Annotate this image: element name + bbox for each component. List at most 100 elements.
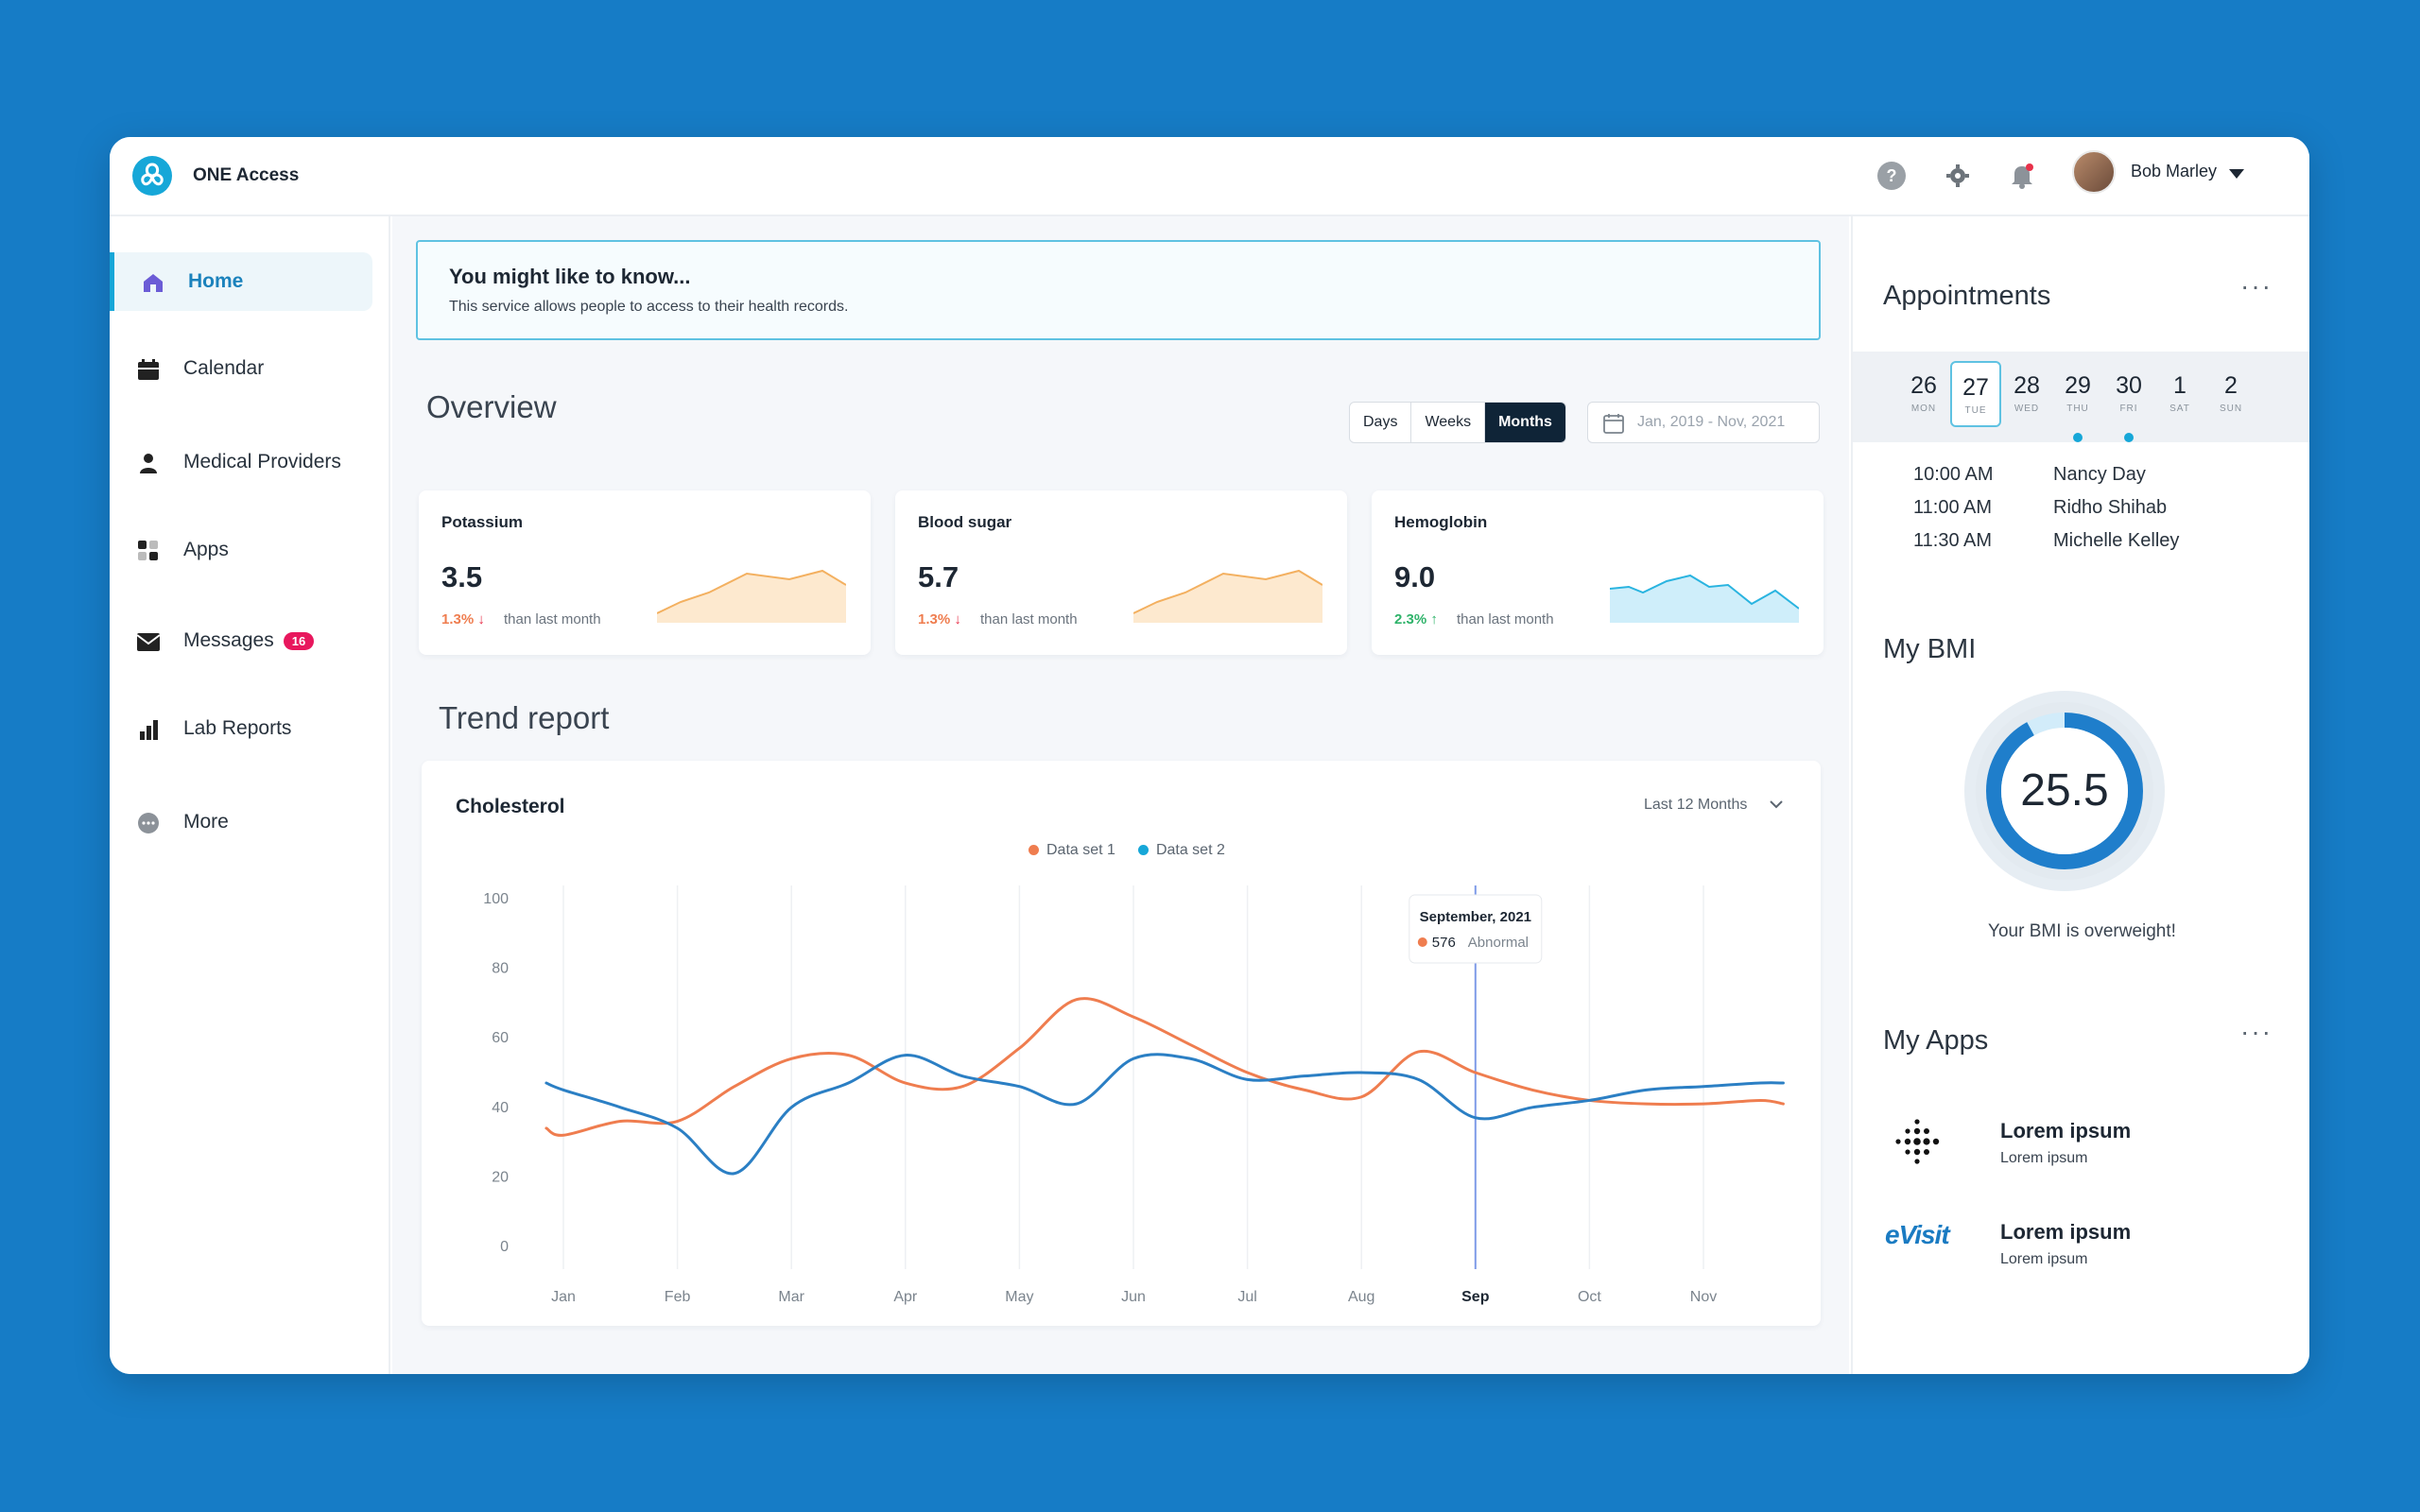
bmi-note: Your BMI is overweight! bbox=[1988, 921, 2176, 941]
appointments-more-icon[interactable]: ··· bbox=[2240, 271, 2273, 301]
bar-chart-icon bbox=[140, 720, 158, 740]
appointment-row[interactable]: 11:30 AM Michelle Kelley bbox=[1913, 530, 2179, 552]
sidebar-item-home[interactable]: Home bbox=[110, 252, 372, 311]
day-number: 28 bbox=[2014, 372, 2040, 399]
segment-months[interactable]: Months bbox=[1485, 403, 1565, 442]
x-tick-label: Mar bbox=[778, 1289, 804, 1305]
x-tick-label: Jan bbox=[551, 1289, 576, 1305]
appointment-row[interactable]: 11:00 AM Ridho Shihab bbox=[1913, 497, 2167, 519]
evisit-logo[interactable]: eVisit bbox=[1885, 1220, 1950, 1249]
app-subtitle: Lorem ipsum bbox=[2000, 1251, 2088, 1267]
y-tick-label: 100 bbox=[483, 891, 509, 907]
metric-change-value: 1.3% bbox=[918, 611, 951, 627]
chart-tooltip bbox=[1409, 894, 1543, 964]
day-28[interactable]: 28 WED bbox=[2001, 361, 2052, 427]
metric-value: 5.7 bbox=[918, 560, 959, 593]
appointment-marker bbox=[2124, 433, 2134, 442]
metric-change-value: 1.3% bbox=[441, 611, 475, 627]
metric-card-blood-sugar[interactable]: Blood sugar 5.7 1.3% ↓ than last month bbox=[895, 490, 1347, 655]
sidebar-item-calendar[interactable]: Calendar bbox=[110, 339, 372, 398]
day-number: 2 bbox=[2224, 372, 2238, 399]
sidebar-item-messages[interactable]: Messages 16 bbox=[110, 611, 372, 670]
appointment-time: 11:30 AM bbox=[1913, 530, 1993, 551]
x-tick-label: Jun bbox=[1121, 1289, 1146, 1305]
day-number: 27 bbox=[1962, 374, 1989, 401]
info-banner: You might like to know... This service a… bbox=[416, 240, 1821, 340]
day-27[interactable]: 27 TUE bbox=[1950, 361, 2001, 427]
chart-title: Cholesterol bbox=[456, 796, 565, 817]
x-tick-label: Jul bbox=[1237, 1289, 1256, 1305]
period-dropdown[interactable]: Last 12 Months bbox=[1644, 797, 1748, 813]
sidebar-item-lab-reports[interactable]: Lab Reports bbox=[110, 699, 372, 758]
day-29[interactable]: 29 THU bbox=[2052, 361, 2103, 442]
bmi-gauge: 25.5 bbox=[1964, 691, 2165, 891]
one-access-logo-icon[interactable] bbox=[132, 156, 172, 196]
notification-bell-icon[interactable] bbox=[2008, 162, 2036, 190]
user-menu-chevron-down-icon[interactable] bbox=[2229, 169, 2244, 179]
metric-change: 1.3% ↓ bbox=[441, 611, 485, 627]
segment-weeks[interactable]: Weeks bbox=[1411, 403, 1486, 442]
banner-title: You might like to know... bbox=[449, 265, 691, 288]
cholesterol-line-chart[interactable]: Jan Feb Mar Apr May Jun Jul Aug Sep Oct Nov 0 20 40 60… bbox=[422, 761, 1821, 1326]
legend-item-data-set-2[interactable]: Data set 2 bbox=[1137, 842, 1225, 859]
y-tick-label: 0 bbox=[500, 1239, 509, 1255]
messages-count-badge: 16 bbox=[283, 631, 315, 650]
sidebar-item-medical-providers[interactable]: Medical Providers bbox=[110, 433, 372, 491]
series-line-1 bbox=[544, 997, 1785, 1137]
sidebar-item-more[interactable]: More bbox=[110, 793, 372, 851]
apps-grid-icon bbox=[138, 541, 158, 560]
app-name[interactable]: Lorem ipsum bbox=[2000, 1220, 2132, 1244]
home-icon bbox=[144, 274, 163, 292]
fitbit-dots-icon[interactable] bbox=[1883, 1116, 1953, 1173]
appointment-marker bbox=[2073, 433, 2083, 442]
sidebar-item-label: Lab Reports bbox=[183, 717, 292, 739]
sidebar-item-apps[interactable]: Apps bbox=[110, 521, 372, 579]
day-weekday: THU bbox=[2066, 404, 2089, 414]
arrow-down-icon: ↓ bbox=[954, 611, 961, 627]
legend-item-data-set-1[interactable]: Data set 1 bbox=[1028, 842, 1115, 859]
week-strip: 26 MON 27 TUE 28 WED 29 THU 30 FRI 1 SAT 2 SUN bbox=[1853, 352, 2309, 442]
metric-card-hemoglobin[interactable]: Hemoglobin 9.0 2.3% ↑ than last month bbox=[1372, 490, 1824, 655]
my-apps-more-icon[interactable]: ··· bbox=[2240, 1017, 2273, 1046]
day-26[interactable]: 26 MON bbox=[1898, 361, 1949, 427]
date-range-text: Jan, 2019 - Nov, 2021 bbox=[1637, 414, 1786, 430]
x-tick-label: Feb bbox=[665, 1289, 691, 1305]
day-30[interactable]: 30 FRI bbox=[2103, 361, 2154, 442]
metric-change: 1.3% ↓ bbox=[918, 611, 961, 627]
user-avatar[interactable] bbox=[2072, 150, 2116, 194]
blood-sugar-sparkline bbox=[1133, 569, 1322, 623]
day-weekday: WED bbox=[2014, 404, 2040, 414]
help-icon[interactable]: ? bbox=[1877, 162, 1906, 190]
help-icon-glyph: ? bbox=[1886, 165, 1897, 185]
x-tick-label: Nov bbox=[1690, 1289, 1717, 1305]
segment-days[interactable]: Days bbox=[1350, 403, 1412, 442]
period-segmented-control: Days Weeks Months bbox=[1349, 402, 1566, 443]
legend-label: Data set 2 bbox=[1155, 842, 1225, 858]
metric-card-potassium[interactable]: Potassium 3.5 1.3% ↓ than last month bbox=[419, 490, 871, 655]
tooltip-value: 576 bbox=[1432, 935, 1456, 951]
appointment-name: Ridho Shihab bbox=[2053, 497, 2168, 518]
appointment-time: 10:00 AM bbox=[1913, 464, 1994, 485]
day-weekday: MON bbox=[1910, 404, 1937, 414]
sidebar-item-label: Medical Providers bbox=[183, 451, 341, 472]
user-name[interactable]: Bob Marley bbox=[2131, 162, 2218, 180]
metric-label: Potassium bbox=[441, 513, 523, 531]
app-name: ONE Access bbox=[193, 165, 300, 185]
day-weekday: SAT bbox=[2169, 404, 2190, 414]
day-weekday: SUN bbox=[2219, 404, 2243, 414]
sidebar-item-label: Home bbox=[188, 270, 244, 292]
settings-gear-icon[interactable] bbox=[1944, 162, 1972, 190]
app-name[interactable]: Lorem ipsum bbox=[2000, 1119, 2132, 1143]
appointment-row[interactable]: 10:00 AM Nancy Day bbox=[1913, 464, 2146, 486]
sidebar-item-label: Apps bbox=[183, 539, 229, 560]
metric-label: Blood sugar bbox=[918, 513, 1012, 531]
day-1[interactable]: 1 SAT bbox=[2154, 361, 2205, 427]
potassium-sparkline bbox=[657, 569, 846, 623]
date-range-picker[interactable]: Jan, 2019 - Nov, 2021 bbox=[1587, 402, 1820, 443]
tooltip-swatch bbox=[1417, 937, 1427, 947]
chevron-down-icon[interactable] bbox=[1769, 799, 1784, 810]
trend-report-title: Trend report bbox=[439, 700, 610, 735]
tooltip-status: Abnormal bbox=[1468, 935, 1529, 951]
metric-value: 3.5 bbox=[441, 560, 483, 593]
day-2[interactable]: 2 SUN bbox=[2205, 361, 2256, 427]
